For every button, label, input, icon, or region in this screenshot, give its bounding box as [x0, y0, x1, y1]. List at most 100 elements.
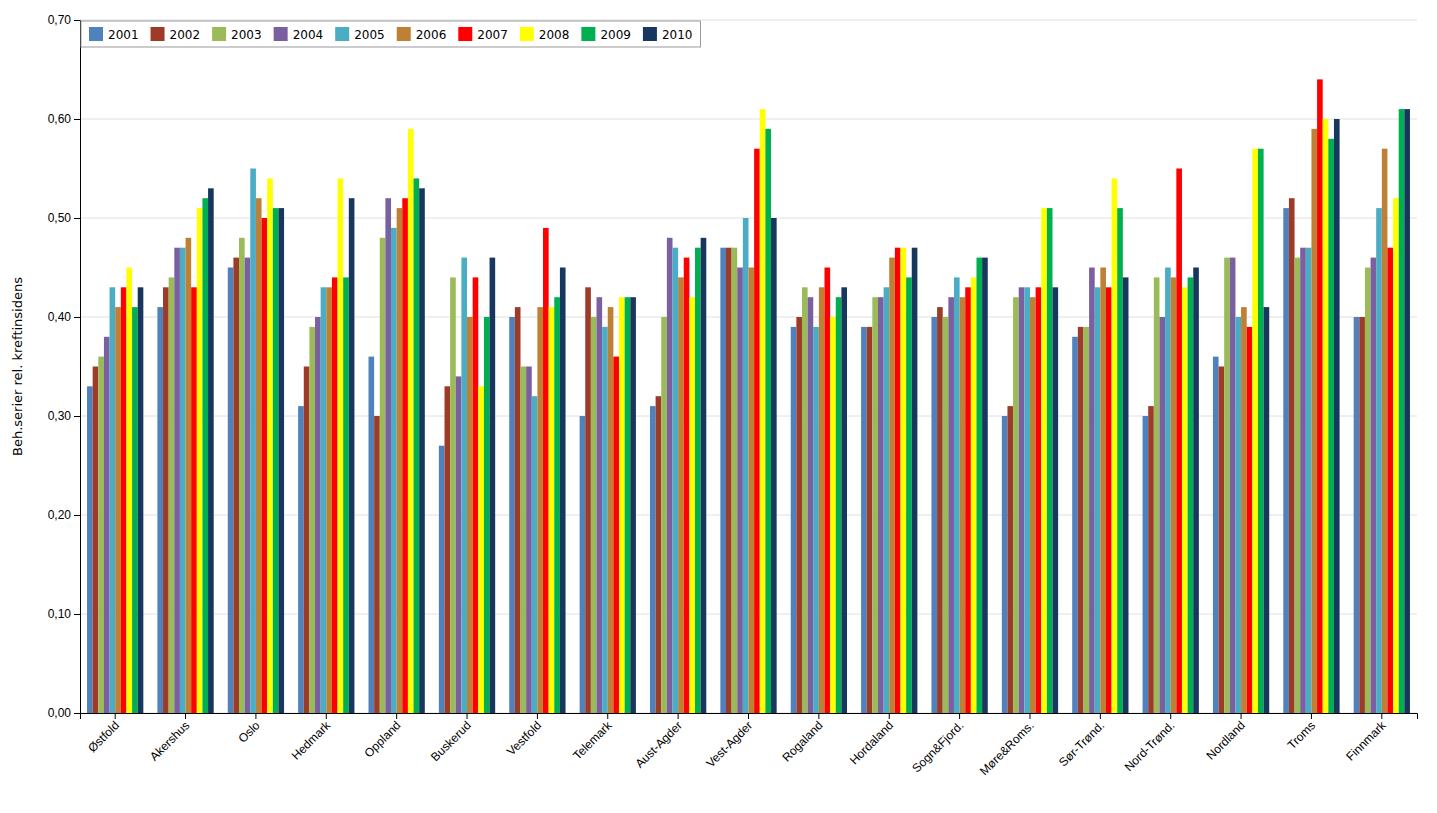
- bar: [414, 178, 420, 713]
- legend-swatch: [212, 27, 226, 41]
- bar: [1024, 287, 1030, 713]
- legend-item: 2007: [458, 27, 508, 42]
- bar: [1165, 268, 1171, 714]
- bar: [841, 287, 847, 713]
- bar: [1030, 297, 1036, 713]
- bar: [262, 218, 268, 713]
- bar: [982, 258, 988, 713]
- tick: 0,60: [48, 112, 80, 126]
- bar: [1241, 307, 1247, 713]
- tick-label: 0,70: [48, 13, 72, 27]
- bar: [1036, 287, 1042, 713]
- bar: [332, 277, 338, 713]
- tick-mark: [607, 713, 608, 719]
- tick-mark: [537, 713, 538, 719]
- tick: Oppland: [361, 713, 403, 760]
- bar: [732, 248, 738, 713]
- bar: [895, 248, 901, 713]
- bar: [630, 297, 636, 713]
- bar: [760, 109, 766, 713]
- bar: [298, 406, 304, 713]
- bar: [824, 268, 830, 714]
- bar: [157, 307, 163, 713]
- bar: [1083, 327, 1089, 713]
- bar: [521, 367, 527, 714]
- bars: [87, 79, 1410, 713]
- bar: [560, 268, 566, 714]
- tick-label: Nord-Trønd.: [1122, 718, 1178, 774]
- bar: [1100, 268, 1106, 714]
- bar: [585, 287, 591, 713]
- bar: [309, 327, 315, 713]
- tick-mark: [818, 713, 819, 719]
- bar: [1188, 277, 1194, 713]
- chart: 0,000,100,200,300,400,500,600,70ØstfoldA…: [0, 0, 1437, 813]
- bar: [509, 317, 515, 713]
- tick-mark: [74, 713, 80, 714]
- tick: Akershus: [147, 713, 192, 764]
- tick-label: Sogn&Fjord.: [909, 718, 966, 775]
- bar: [1095, 287, 1101, 713]
- legend-item: 2006: [397, 27, 447, 42]
- bar: [1393, 198, 1399, 713]
- bar: [537, 307, 543, 713]
- tick: 0,40: [48, 310, 80, 324]
- bar-series: [87, 208, 1359, 713]
- bar: [1078, 327, 1084, 713]
- tick-mark: [748, 713, 749, 719]
- bar: [965, 287, 971, 713]
- bar: [701, 238, 707, 713]
- bar: [931, 317, 937, 713]
- tick: Telemark: [570, 713, 615, 763]
- bar: [461, 258, 467, 713]
- legend-label: 2003: [231, 28, 262, 42]
- tick: Hordaland: [847, 713, 896, 767]
- bar: [321, 287, 327, 713]
- bar: [867, 327, 873, 713]
- bar: [1013, 297, 1019, 713]
- bar: [1106, 287, 1112, 713]
- bar: [948, 297, 954, 713]
- bar: [419, 188, 425, 713]
- bar: [467, 317, 473, 713]
- bar: [1306, 248, 1312, 713]
- bar: [720, 248, 726, 713]
- bar: [338, 178, 344, 713]
- bar: [667, 238, 673, 713]
- bar: [450, 277, 456, 713]
- bar: [228, 268, 234, 714]
- tick: 0,10: [48, 607, 80, 621]
- bar: [202, 198, 208, 713]
- grid-line: [80, 20, 1417, 21]
- bar: [1359, 317, 1365, 713]
- tick-label: 0,50: [48, 211, 72, 225]
- legend-swatch: [643, 27, 657, 41]
- tick-mark: [1100, 713, 1101, 719]
- bar: [912, 248, 918, 713]
- bar-series: [104, 198, 1376, 713]
- bar: [138, 287, 144, 713]
- bar: [1007, 406, 1013, 713]
- bar: [1224, 258, 1230, 713]
- tick-label: Rogaland: [779, 718, 825, 764]
- bar: [1052, 287, 1058, 713]
- legend-swatch: [581, 27, 595, 41]
- tick-label: 0,20: [48, 508, 72, 522]
- tick-mark: [678, 713, 679, 719]
- legend-label: 2007: [477, 28, 508, 42]
- bar: [1365, 268, 1371, 714]
- tick-mark: [467, 713, 468, 719]
- bar: [765, 129, 771, 713]
- bar-series: [138, 109, 1410, 713]
- bar: [872, 297, 878, 713]
- bar: [532, 396, 538, 713]
- bar: [678, 277, 684, 713]
- tick: Østfold: [85, 713, 122, 755]
- tick-mark: [74, 20, 80, 21]
- bar: [937, 307, 943, 713]
- bar: [960, 297, 966, 713]
- legend-label: 2001: [108, 28, 139, 42]
- bar: [900, 248, 906, 713]
- bar: [315, 317, 321, 713]
- tick: 0,00: [48, 706, 80, 720]
